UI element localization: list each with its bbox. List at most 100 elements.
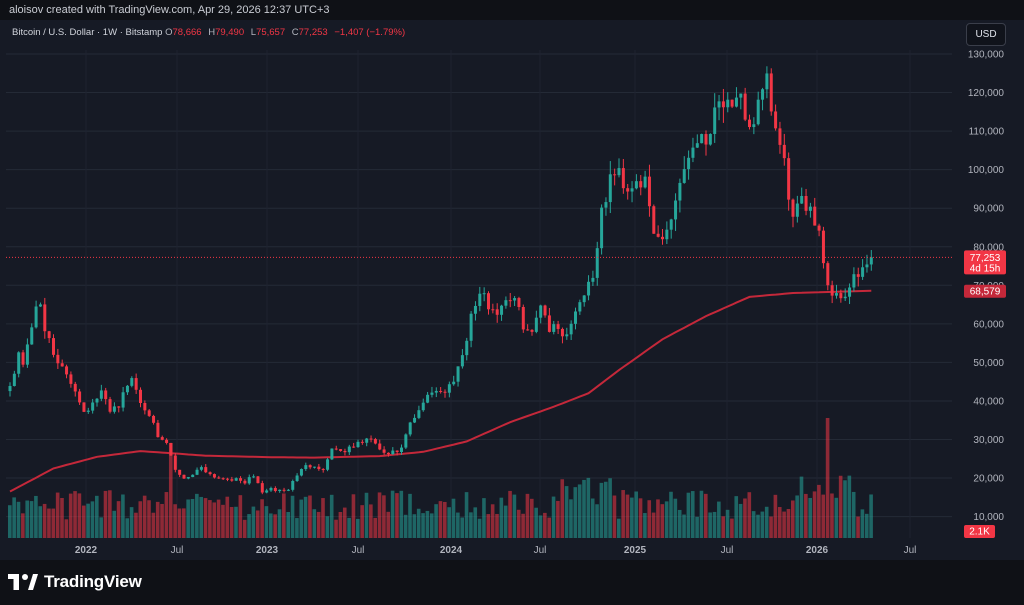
candle xyxy=(726,92,730,113)
candle xyxy=(504,296,508,309)
candle xyxy=(156,419,160,438)
volume-bar xyxy=(482,498,486,538)
candle-body xyxy=(791,199,795,217)
candlestick-chart[interactable]: 10,00020,00030,00040,00050,00060,00070,0… xyxy=(0,20,1024,560)
candle xyxy=(778,121,782,154)
volume-bar xyxy=(838,475,843,538)
close-label: C xyxy=(291,27,299,38)
candle-body xyxy=(560,328,564,337)
candle xyxy=(400,444,403,455)
candle-body xyxy=(369,438,373,440)
candle-body xyxy=(395,450,399,453)
x-tick-label: Jul xyxy=(171,545,184,556)
candle xyxy=(443,389,447,398)
candle xyxy=(473,301,477,321)
candle-body xyxy=(426,394,430,403)
volume-bar xyxy=(303,496,308,538)
candle-body xyxy=(130,378,134,386)
candle xyxy=(356,439,360,448)
candle-body xyxy=(465,340,469,356)
candle-body xyxy=(713,107,717,134)
candle xyxy=(199,465,203,472)
candle xyxy=(247,474,251,485)
candle xyxy=(313,466,316,469)
candle-body xyxy=(60,363,64,367)
volume-bar xyxy=(630,497,634,538)
candle xyxy=(56,348,60,369)
candle xyxy=(221,477,225,481)
candle-body xyxy=(391,450,395,455)
volume-bar xyxy=(399,490,404,538)
candle xyxy=(226,477,229,482)
volume-bar xyxy=(751,511,756,538)
candle xyxy=(99,384,103,402)
volume-bar xyxy=(255,510,260,538)
volume-bar xyxy=(51,508,56,538)
volume-bar xyxy=(282,493,286,538)
y-tick-label: 10,000 xyxy=(973,512,1004,523)
candle xyxy=(69,371,73,388)
volume-bar xyxy=(638,498,643,538)
volume-bar xyxy=(521,513,525,538)
candle-body xyxy=(352,446,356,448)
volume-bar xyxy=(477,518,482,538)
candle-body xyxy=(69,374,73,384)
volume-bar xyxy=(812,491,817,538)
volume-bar xyxy=(321,498,325,538)
candle xyxy=(265,488,269,494)
x-axis: 2022 Jul 2023 Jul 2024 Jul 2025 Jul 2026 Jul xyxy=(75,545,917,556)
volume-bar xyxy=(860,509,865,538)
candle-body xyxy=(304,465,308,470)
candle xyxy=(134,373,138,394)
candle-body xyxy=(382,449,386,453)
candle xyxy=(65,364,69,379)
candle xyxy=(304,462,308,471)
volume-bar xyxy=(469,512,473,538)
candle xyxy=(691,137,695,163)
candle-body xyxy=(408,422,412,435)
candle-body xyxy=(730,99,734,107)
volume-bar xyxy=(556,500,560,538)
candle-body xyxy=(591,277,595,282)
candle xyxy=(121,387,125,412)
currency-button[interactable]: USD xyxy=(966,23,1006,46)
volume-bar xyxy=(695,516,699,538)
candle xyxy=(469,311,473,348)
candle-body xyxy=(134,378,138,390)
y-tick-label: 30,000 xyxy=(973,435,1004,446)
volume-bar xyxy=(356,518,360,538)
candle-body xyxy=(38,304,42,307)
candle-body xyxy=(99,390,103,399)
candle xyxy=(591,270,595,286)
candle-body xyxy=(504,300,508,306)
symbol-legend: Bitcoin / U.S. Dollar · 1W · Bitstamp O7… xyxy=(12,27,409,38)
candle xyxy=(608,161,612,214)
candle xyxy=(482,287,486,302)
candle-body xyxy=(52,338,55,355)
volume-bar xyxy=(664,501,669,538)
volume-bar xyxy=(516,509,521,538)
candle-body xyxy=(861,267,865,277)
chart-area[interactable]: 10,00020,00030,00040,00050,00060,00070,0… xyxy=(0,20,1024,560)
candle xyxy=(678,178,682,213)
candle xyxy=(569,320,573,341)
candle-body xyxy=(530,329,534,332)
moving-average-line xyxy=(9,289,872,493)
candle xyxy=(25,338,29,368)
candle xyxy=(139,387,142,408)
candle-body xyxy=(278,489,282,492)
candle-body xyxy=(86,410,90,412)
candle xyxy=(152,414,156,425)
volume-bar xyxy=(864,513,869,538)
candle-body xyxy=(652,206,656,234)
candle-body xyxy=(417,410,421,418)
volume-bar xyxy=(786,508,791,538)
candle xyxy=(839,289,843,303)
candle-body xyxy=(108,399,112,412)
candle-body xyxy=(208,472,212,475)
candle xyxy=(513,296,517,307)
volume-bar xyxy=(508,490,512,538)
candle xyxy=(613,168,617,186)
candle-body xyxy=(373,439,377,444)
candle-body xyxy=(582,295,586,303)
